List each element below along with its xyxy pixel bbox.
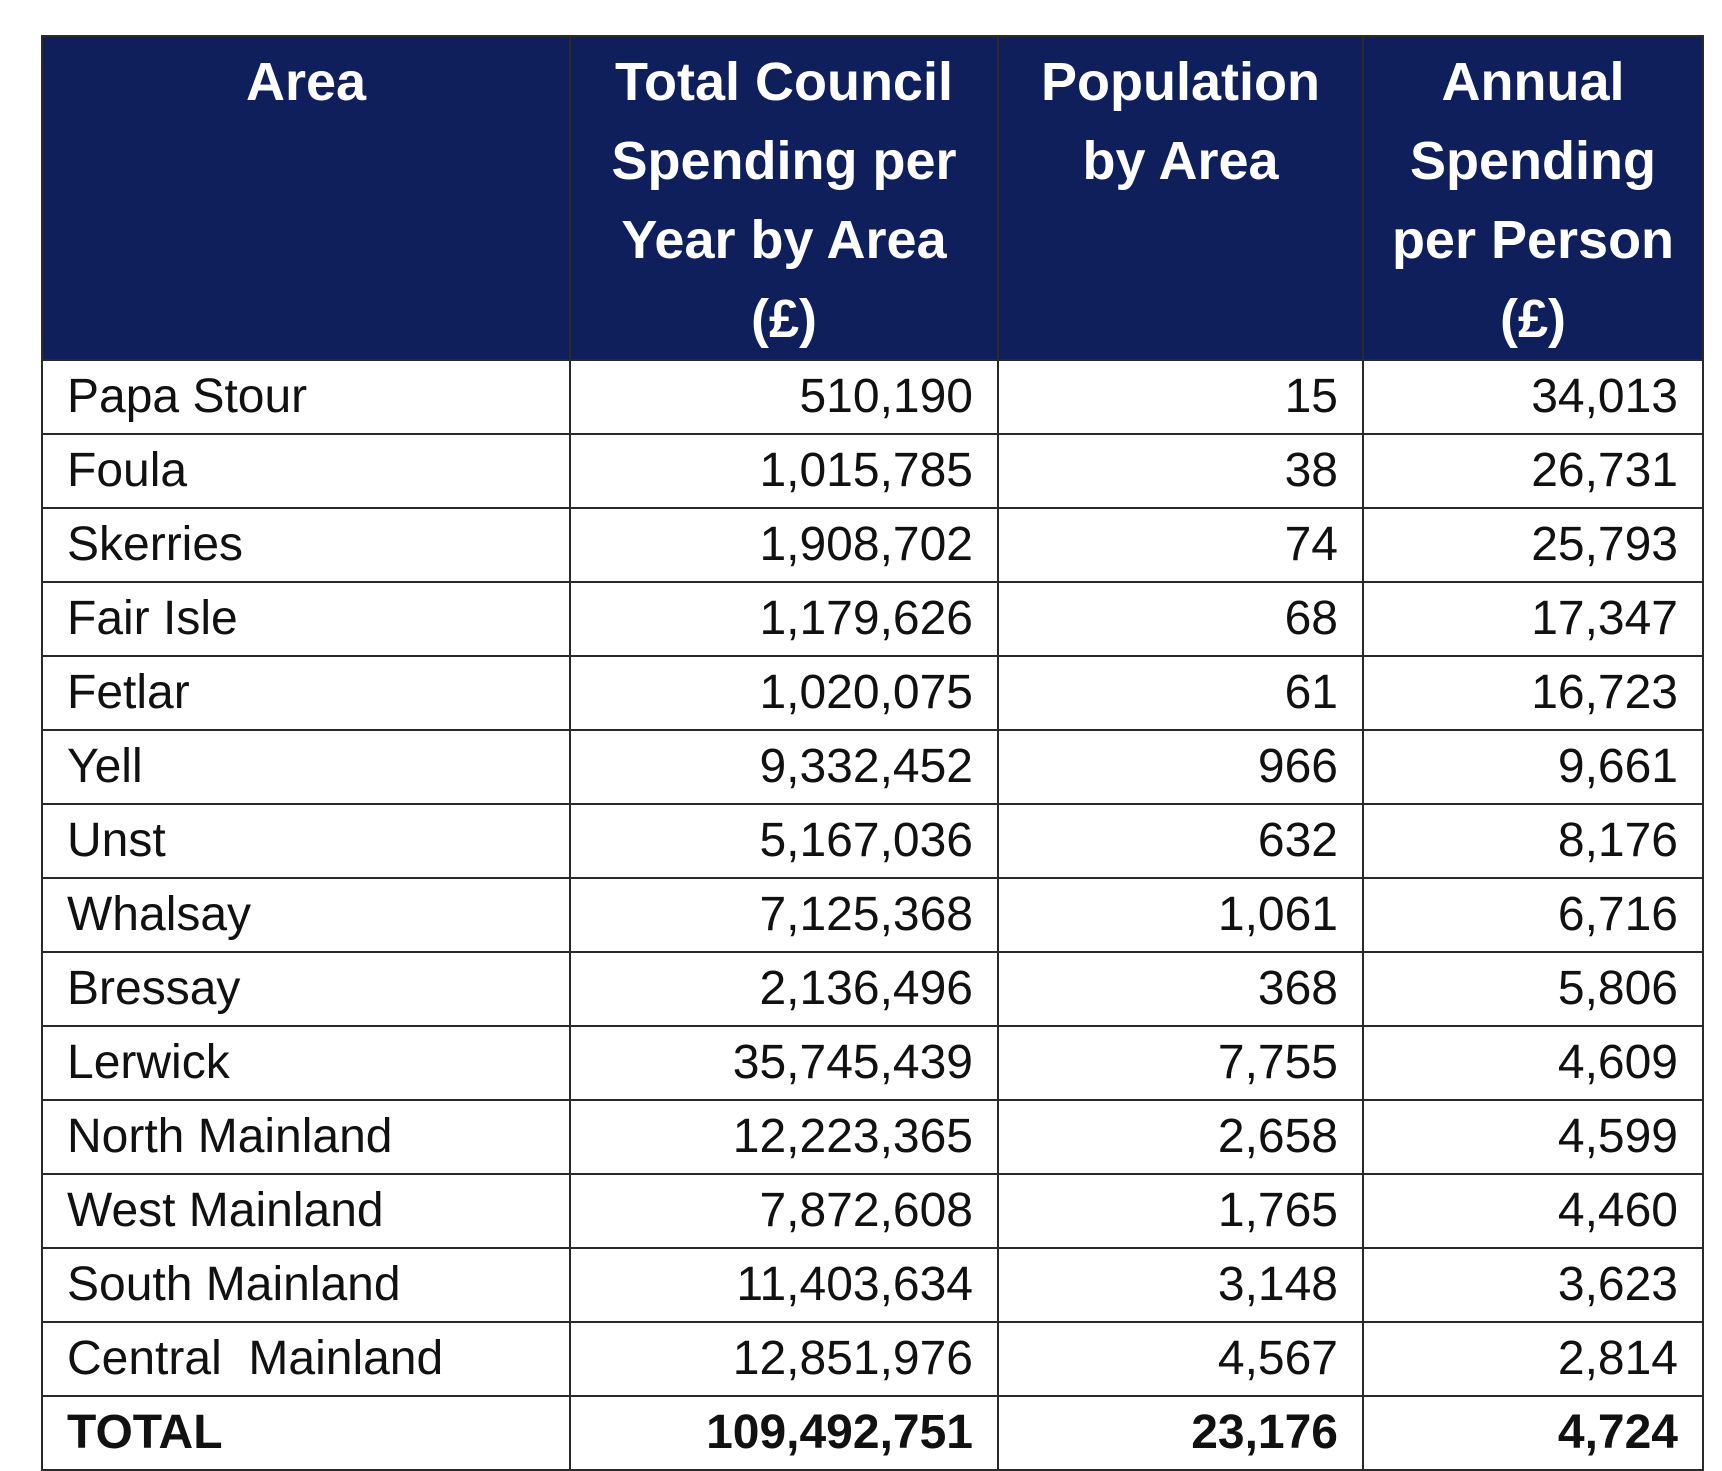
per-person-cell: 16,723 (1362, 655, 1704, 731)
per-person-cell: 4,609 (1362, 1025, 1704, 1101)
header-row: Area Total Council Spending per Year by … (41, 35, 1704, 361)
table-row: Lerwick 35,745,439 7,755 4,609 (41, 1025, 1704, 1101)
table-row: Unst 5,167,036 632 8,176 (41, 803, 1704, 879)
spending-cell: 12,223,365 (569, 1099, 999, 1175)
per-person-cell: 4,599 (1362, 1099, 1704, 1175)
spending-cell: 1,015,785 (569, 433, 999, 509)
population-cell: 1,061 (997, 877, 1364, 953)
population-cell: 368 (997, 951, 1364, 1027)
population-cell: 4,567 (997, 1321, 1364, 1397)
table-row: Yell 9,332,452 966 9,661 (41, 729, 1704, 805)
header-total-spending: Total Council Spending per Year by Area … (569, 35, 999, 361)
spending-cell: 510,190 (569, 359, 999, 435)
population-cell: 68 (997, 581, 1364, 657)
spending-cell: 12,851,976 (569, 1321, 999, 1397)
table-row: Central Mainland 12,851,976 4,567 2,814 (41, 1321, 1704, 1397)
spending-cell: 7,125,368 (569, 877, 999, 953)
header-spending-per-person: Annual Spending per Person (£) (1362, 35, 1704, 361)
population-cell: 2,658 (997, 1099, 1364, 1175)
per-person-cell: 26,731 (1362, 433, 1704, 509)
header-area: Area (41, 35, 571, 361)
spending-cell: 1,908,702 (569, 507, 999, 583)
per-person-cell: 25,793 (1362, 507, 1704, 583)
spending-cell: 9,332,452 (569, 729, 999, 805)
spending-cell: 7,872,608 (569, 1173, 999, 1249)
area-cell: Yell (41, 729, 571, 805)
spending-cell: 5,167,036 (569, 803, 999, 879)
total-population: 23,176 (997, 1395, 1364, 1471)
area-cell: South Mainland (41, 1247, 571, 1323)
spending-cell: 1,179,626 (569, 581, 999, 657)
table-row: West Mainland 7,872,608 1,765 4,460 (41, 1173, 1704, 1249)
table-row: Papa Stour 510,190 15 34,013 (41, 359, 1704, 435)
population-cell: 966 (997, 729, 1364, 805)
table-row: Fair Isle 1,179,626 68 17,347 (41, 581, 1704, 657)
spending-cell: 1,020,075 (569, 655, 999, 731)
table-row: North Mainland 12,223,365 2,658 4,599 (41, 1099, 1704, 1175)
area-cell: Unst (41, 803, 571, 879)
per-person-cell: 4,460 (1362, 1173, 1704, 1249)
spending-table: Area Total Council Spending per Year by … (41, 35, 1704, 1471)
table-row: Foula 1,015,785 38 26,731 (41, 433, 1704, 509)
header-population: Population by Area (997, 35, 1364, 361)
table-row: South Mainland 11,403,634 3,148 3,623 (41, 1247, 1704, 1323)
area-cell: Lerwick (41, 1025, 571, 1101)
per-person-cell: 34,013 (1362, 359, 1704, 435)
spending-cell: 35,745,439 (569, 1025, 999, 1101)
population-cell: 7,755 (997, 1025, 1364, 1101)
spending-cell: 11,403,634 (569, 1247, 999, 1323)
area-cell: Skerries (41, 507, 571, 583)
area-cell: West Mainland (41, 1173, 571, 1249)
area-cell: Papa Stour (41, 359, 571, 435)
area-cell: Foula (41, 433, 571, 509)
population-cell: 74 (997, 507, 1364, 583)
per-person-cell: 5,806 (1362, 951, 1704, 1027)
population-cell: 3,148 (997, 1247, 1364, 1323)
area-cell: Fair Isle (41, 581, 571, 657)
total-label: TOTAL (41, 1395, 571, 1471)
per-person-cell: 2,814 (1362, 1321, 1704, 1397)
population-cell: 632 (997, 803, 1364, 879)
population-cell: 15 (997, 359, 1364, 435)
population-cell: 61 (997, 655, 1364, 731)
total-row: TOTAL 109,492,751 23,176 4,724 (41, 1395, 1704, 1471)
table-row: Bressay 2,136,496 368 5,806 (41, 951, 1704, 1027)
total-spending: 109,492,751 (569, 1395, 999, 1471)
table-row: Whalsay 7,125,368 1,061 6,716 (41, 877, 1704, 953)
area-cell: North Mainland (41, 1099, 571, 1175)
table-header: Area Total Council Spending per Year by … (41, 35, 1704, 361)
table-body: Papa Stour 510,190 15 34,013 Foula 1,015… (41, 359, 1704, 1471)
table-row: Fetlar 1,020,075 61 16,723 (41, 655, 1704, 731)
spending-cell: 2,136,496 (569, 951, 999, 1027)
population-cell: 1,765 (997, 1173, 1364, 1249)
spending-table-container: Area Total Council Spending per Year by … (41, 35, 1704, 1471)
area-cell: Central Mainland (41, 1321, 571, 1397)
per-person-cell: 9,661 (1362, 729, 1704, 805)
area-cell: Fetlar (41, 655, 571, 731)
per-person-cell: 6,716 (1362, 877, 1704, 953)
per-person-cell: 3,623 (1362, 1247, 1704, 1323)
area-cell: Whalsay (41, 877, 571, 953)
per-person-cell: 17,347 (1362, 581, 1704, 657)
per-person-cell: 8,176 (1362, 803, 1704, 879)
total-per-person: 4,724 (1362, 1395, 1704, 1471)
table-row: Skerries 1,908,702 74 25,793 (41, 507, 1704, 583)
area-cell: Bressay (41, 951, 571, 1027)
population-cell: 38 (997, 433, 1364, 509)
